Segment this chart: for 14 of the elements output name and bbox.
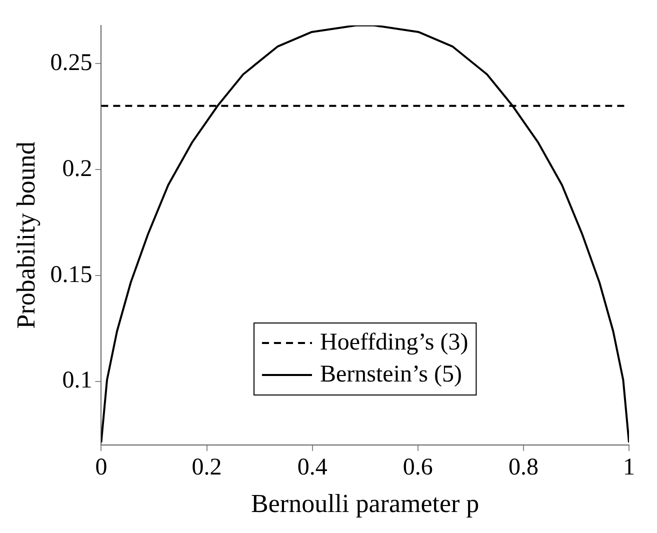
x-tick-label: 0.4 (297, 454, 328, 481)
y-tick-label: 0.2 (62, 156, 92, 182)
y-axis-title: Probability bound (11, 142, 40, 329)
x-axis-title: Bernoulli parameter p (251, 489, 480, 518)
x-tick-label: 0.2 (192, 454, 222, 481)
y-tick-label: 0.1 (62, 368, 92, 394)
y-tick-label: 0.25 (50, 50, 92, 76)
legend-label: Bernstein’s (5) (320, 361, 462, 388)
x-tick-label: 0.8 (508, 454, 538, 481)
x-tick-label: 0 (95, 454, 108, 481)
x-tick-label: 1 (623, 454, 635, 481)
y-tick-label: 0.15 (50, 262, 92, 288)
legend-label: Hoeffding’s (3) (320, 329, 468, 356)
x-tick-label: 0.6 (402, 454, 433, 481)
